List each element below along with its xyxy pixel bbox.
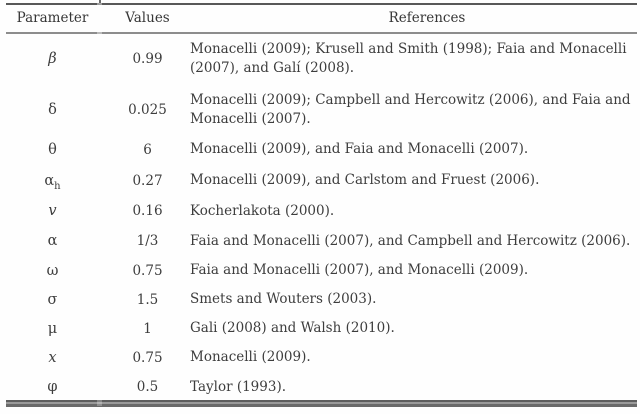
table-row: θ 6 Monacelli (2009), and Faia and Monac… [0, 134, 640, 165]
parameter-symbol: v [48, 203, 57, 219]
table-header-rule [6, 32, 637, 34]
parameter-subscript: h [54, 180, 61, 192]
column-header-references: References [388, 10, 466, 26]
parameter-references: Gali (2008) and Walsh (2010). [190, 320, 395, 336]
parameter-symbol: σ [47, 291, 58, 308]
table-row: x 0.75 Monacelli (2009). [0, 343, 640, 372]
parameter-symbol: θ [48, 141, 57, 158]
parameter-references: Faia and Monacelli (2007), and Campbell … [190, 232, 631, 249]
parameter-value: 0.5 [136, 379, 159, 395]
parameter-symbol: β [48, 50, 57, 67]
parameter-references: Monacelli (2009); Krusell and Smith (199… [190, 40, 627, 76]
table-row: σ 1.5 Smets and Wouters (2003). [0, 285, 640, 314]
parameter-value: 0.27 [132, 172, 163, 189]
parameter-references: Faia and Monacelli (2007), and Monacelli… [190, 262, 529, 278]
parameter-value: 0.99 [132, 50, 163, 67]
parameter-symbol: ω [46, 262, 59, 279]
table-row: ω 0.75 Faia and Monacelli (2007), and Mo… [0, 256, 640, 285]
parameter-value: 1/3 [136, 233, 159, 249]
parameter-references: Monacelli (2009), and Faia and Monacelli… [190, 141, 529, 157]
table-row: αh 0.27 Monacelli (2009), and Carlstom a… [0, 165, 640, 196]
parameter-symbol: α [47, 233, 58, 249]
parameters-table: Parameter Values References β 0.99 Monac… [0, 4, 640, 402]
parameter-value: 0.025 [128, 101, 167, 118]
table-row: φ 0.5 Taylor (1993). [0, 372, 640, 402]
scan-seam [97, 32, 102, 34]
parameter-value: 1.5 [136, 291, 159, 308]
table-row: δ 0.025 Monacelli (2009); Campbell and H… [0, 85, 640, 134]
parameter-value: 6 [143, 141, 152, 158]
parameter-references: Monacelli (2009). [190, 349, 311, 365]
scan-seam [97, 400, 102, 406]
table-row: μ 1 Gali (2008) and Walsh (2010). [0, 314, 640, 343]
parameter-value: 0.75 [132, 262, 163, 279]
column-header-values: Values [125, 10, 170, 26]
table-header-row: Parameter Values References [0, 4, 640, 32]
parameter-value: 0.75 [132, 349, 163, 366]
parameter-symbol: δ [48, 101, 57, 118]
table-top-rule [6, 3, 637, 5]
parameter-references: Monacelli (2009); Campbell and Hercowitz… [190, 91, 631, 127]
parameter-references: Smets and Wouters (2003). [190, 291, 377, 307]
scan-seam [97, 3, 102, 5]
table-row: α 1/3 Faia and Monacelli (2007), and Cam… [0, 226, 640, 256]
parameter-references: Taylor (1993). [190, 378, 287, 395]
parameter-references: Monacelli (2009), and Carlstom and Frues… [190, 172, 540, 188]
table-row: β 0.99 Monacelli (2009); Krusell and Smi… [0, 32, 640, 85]
scan-seam-tick [99, 0, 101, 4]
table-row: v 0.16 Kocherlakota (2000). [0, 196, 640, 226]
table-bottom-rule [6, 400, 637, 404]
parameter-symbol: x [48, 349, 57, 366]
parameter-symbol: μ [47, 320, 58, 337]
parameter-value: 0.16 [132, 203, 163, 219]
column-header-parameter: Parameter [16, 10, 89, 26]
parameter-symbol: φ [47, 379, 58, 395]
parameter-value: 1 [143, 320, 152, 337]
parameter-symbol: αh [44, 172, 61, 192]
parameter-references: Kocherlakota (2000). [190, 202, 335, 219]
